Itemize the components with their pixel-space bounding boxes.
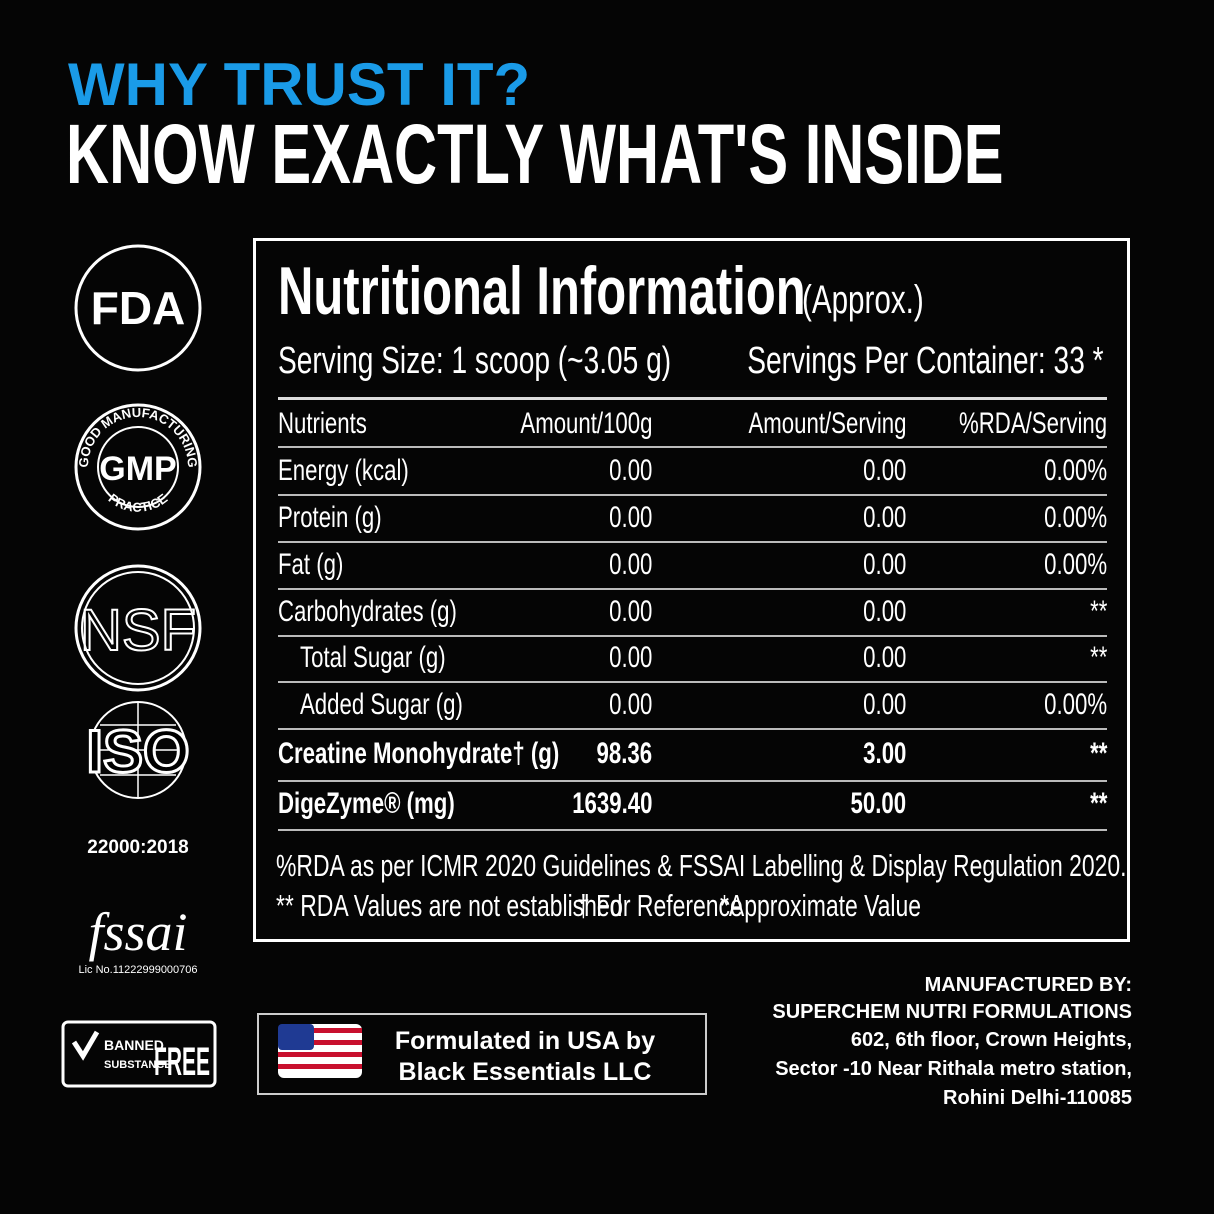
table-cell: 3.00 bbox=[862, 737, 906, 770]
gmp-label: GMP bbox=[99, 450, 176, 488]
nutrition-panel bbox=[253, 238, 1130, 942]
table-cell: ** bbox=[1089, 787, 1107, 820]
table-cell: ** bbox=[1089, 641, 1107, 674]
table-cell: 1639.40 bbox=[571, 787, 652, 820]
nsf-label: NSF bbox=[80, 598, 196, 663]
table-cell: Fat (g) bbox=[278, 548, 344, 581]
table-cell: 0.00% bbox=[1044, 501, 1107, 534]
row-rule bbox=[278, 541, 1107, 543]
table-cell: 0.00 bbox=[608, 641, 652, 674]
table-cell: Nutrients bbox=[278, 407, 367, 440]
table-cell: Energy (kcal) bbox=[278, 454, 409, 487]
table-cell: 0.00 bbox=[608, 501, 652, 534]
panel-subtitle: (Approx.) bbox=[802, 278, 924, 322]
serving-size: Serving Size: 1 scoop (~3.05 g) bbox=[278, 340, 672, 382]
table-cell: Carbohydrates (g) bbox=[278, 595, 457, 628]
table-cell: 0.00 bbox=[862, 501, 906, 534]
table-cell: 0.00 bbox=[608, 688, 652, 721]
row-rule bbox=[278, 635, 1107, 637]
table-cell: 0.00% bbox=[1044, 454, 1107, 487]
table-cell: 0.00 bbox=[862, 595, 906, 628]
servings-per-container: Servings Per Container: 33 * bbox=[747, 340, 1104, 382]
table-cell: 0.00 bbox=[862, 548, 906, 581]
banned-word: FREE bbox=[154, 1040, 210, 1084]
origin-line: Black Essentials LLC bbox=[398, 1058, 652, 1086]
table-cell: Creatine Monohydrate† (g) bbox=[278, 737, 560, 770]
rule bbox=[278, 397, 1107, 400]
headline: KNOW EXACTLY WHAT'S INSIDE bbox=[66, 107, 1004, 201]
table-cell: ** bbox=[1089, 595, 1107, 628]
table-cell: Total Sugar (g) bbox=[300, 641, 446, 674]
fda-badge: FDA bbox=[91, 282, 186, 334]
badges: FDA GOOD MANUFACTURING PRACTICE GMP NSF … bbox=[61, 244, 217, 1088]
manufacturer-line: 602, 6th floor, Crown Heights, bbox=[850, 1029, 1132, 1051]
manufacturer-line: Rohini Delhi-110085 bbox=[943, 1087, 1132, 1109]
table-cell: 98.36 bbox=[596, 737, 652, 770]
table-cell: ** bbox=[1089, 737, 1107, 770]
table-cell: Amount/100g bbox=[519, 407, 652, 440]
table-cell: DigeZyme® (mg) bbox=[278, 787, 455, 820]
table-cell: Added Sugar (g) bbox=[300, 688, 463, 721]
table-cell: 0.00 bbox=[862, 688, 906, 721]
usa-flag bbox=[278, 1024, 362, 1078]
gmp-ring-bottom: PRACTICE bbox=[106, 490, 171, 515]
table-cell: 0.00 bbox=[862, 641, 906, 674]
row-rule bbox=[278, 780, 1107, 782]
eyebrow: WHY TRUST IT? bbox=[68, 51, 531, 118]
origin-box bbox=[257, 1013, 707, 1095]
table-cell: 0.00 bbox=[608, 548, 652, 581]
table-cell: 0.00 bbox=[608, 595, 652, 628]
panel-title: Nutritional Information bbox=[278, 253, 806, 329]
note-approx: *Approximate Value bbox=[720, 888, 922, 923]
table-cell: %RDA/Serving bbox=[958, 407, 1107, 440]
manufacturer-line: MANUFACTURED BY: bbox=[924, 974, 1132, 996]
banned-line1: BANNED bbox=[104, 1037, 164, 1053]
row-rule bbox=[278, 681, 1107, 683]
table-cell: 0.00% bbox=[1044, 688, 1107, 721]
table-cell: Amount/Serving bbox=[748, 407, 906, 440]
banned-line2: SUBSTANCE bbox=[104, 1059, 172, 1071]
table-cell: 0.00 bbox=[862, 454, 906, 487]
manufacturer-line: Sector -10 Near Rithala metro station, bbox=[775, 1058, 1132, 1080]
note-legend: ** RDA Values are not established bbox=[276, 888, 623, 923]
table-cell: 0.00% bbox=[1044, 548, 1107, 581]
fssai-license: Lic No.11222999000706 bbox=[78, 964, 197, 976]
note-dagger: † For Reference bbox=[577, 888, 743, 923]
origin-text: Formulated in USA by Black Essentials LL… bbox=[370, 1026, 680, 1088]
manufacturer: MANUFACTURED BY: SUPERCHEM NUTRI FORMULAT… bbox=[772, 972, 1132, 1113]
iso-label: ISO bbox=[86, 718, 189, 785]
row-rule bbox=[278, 446, 1107, 448]
row-rule bbox=[278, 829, 1107, 831]
row-rule bbox=[278, 588, 1107, 590]
table-cell: 0.00 bbox=[608, 454, 652, 487]
row-rule bbox=[278, 494, 1107, 496]
origin-line: Formulated in USA by bbox=[394, 1027, 656, 1055]
table-cell: 50.00 bbox=[850, 787, 906, 820]
fssai-label: fssai bbox=[88, 902, 187, 962]
row-rule bbox=[278, 728, 1107, 730]
table-cell: Protein (g) bbox=[278, 501, 382, 534]
note-rda: %RDA as per ICMR 2020 Guidelines & FSSAI… bbox=[276, 848, 1127, 883]
manufacturer-line: SUPERCHEM NUTRI FORMULATIONS bbox=[772, 1001, 1132, 1023]
iso-standard: 22000:2018 bbox=[87, 837, 188, 858]
svg-text:PRACTICE: PRACTICE bbox=[106, 490, 171, 515]
